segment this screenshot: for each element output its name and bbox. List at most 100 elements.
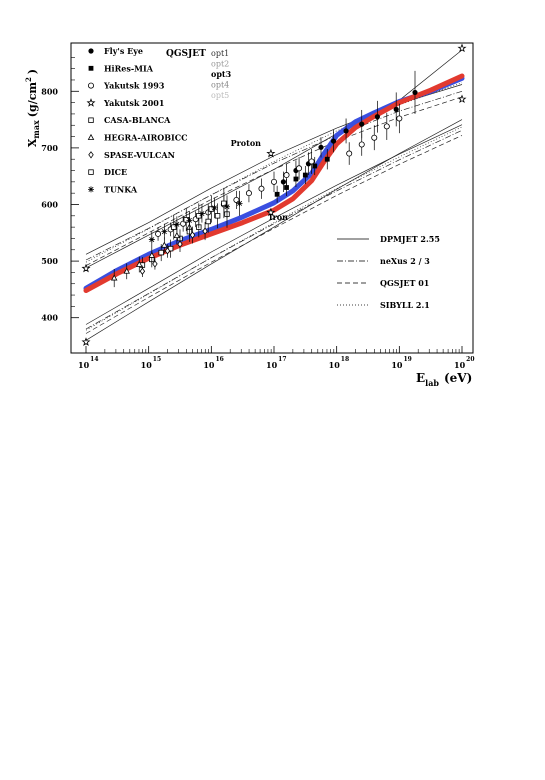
x-axis-sub: lab xyxy=(425,378,439,388)
axis-ticks: 1014101510161017101810191020400500600700… xyxy=(41,57,475,370)
series-line-9 xyxy=(85,119,463,341)
legend-marker-hires_mia xyxy=(88,65,94,71)
series-line-5 xyxy=(85,124,463,325)
y-axis-close: ) xyxy=(26,69,39,74)
plot-frame xyxy=(70,42,474,354)
data-point-yakutsk_1993-13 xyxy=(346,150,353,157)
legend-model-title: QGSJET xyxy=(166,49,206,59)
x-tick-label-5: 1019 xyxy=(391,356,412,370)
legend-option-opt3: opt3 xyxy=(211,69,232,79)
legend-label-tunka: TUNKA xyxy=(104,184,138,194)
data-point-tunka-0 xyxy=(148,236,155,243)
x-tick-exp-5: 19 xyxy=(403,356,411,363)
data-point-dice-2 xyxy=(196,213,202,219)
y-tick-label-2: 600 xyxy=(41,199,58,209)
x-tick-label-2: 1016 xyxy=(203,356,224,370)
x-axis-title: Elab (eV) xyxy=(416,371,472,388)
legend-model-label-3: SIBYLL 2.1 xyxy=(380,300,430,310)
data-point-yakutsk_1993-9 xyxy=(270,178,277,185)
legend-label-spase_vulcan: SPASE-VULCAN xyxy=(104,150,175,160)
data-point-flys_eye-7 xyxy=(374,114,380,120)
measurement-points xyxy=(81,43,467,346)
data-point-flys_eye-8 xyxy=(393,106,399,112)
data-point-hires_mia-1 xyxy=(284,185,289,190)
legend-marker-dice xyxy=(88,169,94,175)
data-point-flys_eye-3 xyxy=(318,144,324,150)
data-point-tunka-3 xyxy=(186,217,193,224)
svg-text:Xmax(g/cm2): Xmax (g/cm2) xyxy=(24,69,41,147)
x-tick-base-2: 10 xyxy=(203,360,215,370)
data-point-yakutsk_1993-11 xyxy=(296,165,303,172)
x-tick-base-0: 10 xyxy=(78,360,90,370)
legend-experiments: Fly's Eye HiRes-MIA Yakutsk 1993 Yakutsk 20… xyxy=(86,46,187,194)
legend-label-hires_mia: HiRes-MIA xyxy=(104,63,154,73)
data-point-dice-4 xyxy=(221,200,227,207)
x-tick-base-1: 10 xyxy=(141,360,153,370)
data-point-flys_eye-5 xyxy=(343,128,349,134)
data-point-spase_vulcan-0 xyxy=(139,267,146,275)
x-tick-exp-3: 17 xyxy=(278,356,286,363)
data-point-yakutsk_1993-16 xyxy=(383,123,390,130)
data-point-flys_eye-0 xyxy=(280,179,286,185)
data-point-hires_mia-3 xyxy=(302,172,308,178)
y-tick-label-3: 700 xyxy=(41,143,58,153)
y-axis-sup: 2 xyxy=(24,77,33,82)
series-line-3 xyxy=(85,82,463,263)
data-point-casa_blanca-2 xyxy=(158,249,164,256)
y-tick-label-4: 800 xyxy=(41,86,58,96)
data-point-spase_vulcan-4 xyxy=(189,231,196,239)
data-point-flys_eye-4 xyxy=(330,138,337,144)
y-tick-label-1: 500 xyxy=(41,256,58,266)
data-point-yakutsk_1993-0 xyxy=(155,230,162,237)
data-point-hires_mia-5 xyxy=(324,156,330,162)
data-point-tunka-4 xyxy=(198,210,205,217)
legend-marker-yakutsk_1993 xyxy=(88,82,95,89)
legend-label-casa_blanca: CASA-BLANCA xyxy=(104,115,171,125)
data-point-yakutsk_1993-14 xyxy=(358,141,365,148)
data-point-hires_mia-0 xyxy=(274,191,280,197)
y-axis-title: Xmax (g/cm2) xyxy=(24,69,41,147)
x-tick-label-3: 1017 xyxy=(266,356,287,370)
legend-model-label-0: DPMJET 2.55 xyxy=(380,234,440,244)
legend-marker-tunka xyxy=(88,186,94,193)
annotation-proton: Proton xyxy=(231,138,262,148)
legend-marker-flys_eye xyxy=(88,48,94,54)
data-point-spase_vulcan-3 xyxy=(177,240,183,248)
annotations: Proton Iron xyxy=(231,138,289,222)
series-line-1 xyxy=(85,90,463,261)
data-point-hegra_airobicc-2 xyxy=(135,260,143,267)
x-axis-unit: (eV) xyxy=(444,371,472,385)
data-point-spase_vulcan-5 xyxy=(202,227,208,235)
legend-model-label-1: neXus 2 / 3 xyxy=(380,256,430,266)
legend-marker-spase_vulcan xyxy=(88,151,94,159)
data-point-spase_vulcan-2 xyxy=(164,247,171,255)
legend-option-opt2: opt2 xyxy=(211,60,229,69)
legend-marker-casa_blanca xyxy=(88,117,94,123)
x-tick-label-0: 1014 xyxy=(78,356,99,370)
series-line-8 xyxy=(85,126,463,331)
data-point-tunka-5 xyxy=(211,204,218,211)
series-line-7 xyxy=(85,135,463,334)
x-tick-label-4: 1018 xyxy=(329,356,350,370)
legend-label-hegra_airobicc: HEGRA-AIROBICC xyxy=(104,133,187,143)
data-point-hires_mia-2 xyxy=(293,176,299,182)
data-point-tunka-1 xyxy=(161,228,168,235)
legend-marker-yakutsk_2001 xyxy=(86,98,96,107)
data-point-hegra_airobicc-4 xyxy=(161,241,168,248)
data-point-tunka-7 xyxy=(236,200,243,207)
data-point-yakutsk_1993-12 xyxy=(308,158,315,165)
data-point-yakutsk_1993-15 xyxy=(371,134,378,141)
data-point-yakutsk_2001-0 xyxy=(81,263,91,273)
x-tick-exp-1: 15 xyxy=(153,356,161,363)
data-point-dice-0 xyxy=(171,224,177,230)
x-tick-base-5: 10 xyxy=(391,360,403,370)
data-point-flys_eye-9 xyxy=(412,89,418,96)
x-tick-base-6: 10 xyxy=(454,360,466,370)
legend-label-dice: DICE xyxy=(104,167,127,177)
y-axis-unit: (g/cm xyxy=(26,82,39,118)
data-point-yakutsk_1993-8 xyxy=(258,185,265,192)
x-tick-label-6: 1020 xyxy=(454,356,475,370)
legend-marker-hegra_airobicc xyxy=(87,133,95,140)
